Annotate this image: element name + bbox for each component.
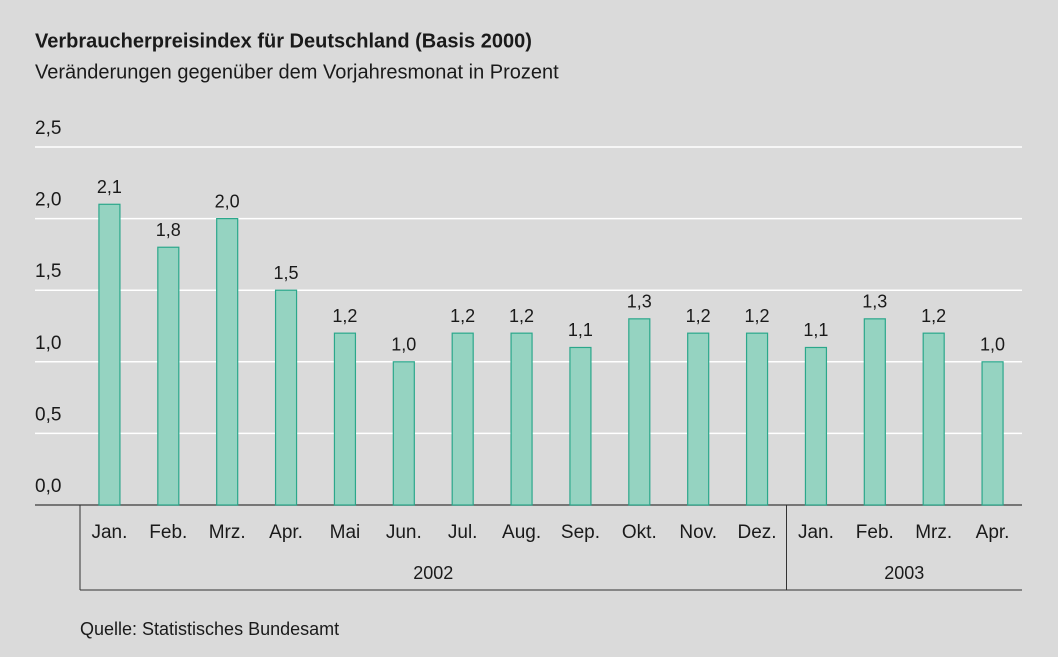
x-tick-label: Okt.: [622, 522, 657, 543]
x-tick-label: Aug.: [502, 522, 541, 543]
bar: [157, 246, 180, 506]
x-tick-label: Mai: [330, 522, 361, 543]
bar: [392, 361, 415, 506]
x-tick-label: Feb.: [149, 522, 187, 543]
bar: [274, 289, 298, 506]
bar: [333, 332, 357, 506]
data-label: 1,2: [921, 306, 946, 326]
bar: [628, 318, 651, 506]
x-tick-label: Jun.: [386, 522, 422, 543]
data-label: 1,0: [980, 335, 1005, 355]
data-label: 1,2: [686, 306, 711, 326]
bar: [451, 332, 474, 506]
data-label: 1,3: [627, 292, 652, 312]
data-label: 1,8: [156, 220, 181, 240]
y-tick-label: 0,0: [35, 476, 61, 497]
y-tick-label: 1,0: [35, 333, 61, 354]
data-label: 1,0: [391, 335, 416, 355]
x-tick-label: Nov.: [679, 522, 717, 543]
chart-title: Verbraucherpreisindex für Deutschland (B…: [35, 30, 532, 52]
data-label: 2,1: [97, 177, 122, 197]
bar: [804, 346, 828, 506]
x-tick-label: Jul.: [448, 522, 478, 543]
x-tick-label: Dez.: [738, 522, 777, 543]
y-tick-label: 2,0: [35, 190, 61, 211]
x-tick-label: Mrz.: [915, 522, 952, 543]
bar: [687, 332, 710, 506]
bar: [98, 203, 121, 506]
data-label: 1,2: [332, 306, 357, 326]
bar: [745, 332, 769, 506]
bar: [216, 218, 239, 506]
x-tick-label: Mrz.: [209, 522, 246, 543]
bar: [863, 318, 886, 506]
group-label: 2003: [884, 563, 924, 583]
data-label: 1,5: [274, 263, 299, 283]
bar: [569, 346, 592, 506]
chart-subtitle: Veränderungen gegenüber dem Vorjahresmon…: [35, 61, 559, 83]
x-tick-label: Apr.: [976, 522, 1010, 543]
y-tick-label: 0,5: [35, 404, 61, 425]
data-label: 1,2: [745, 306, 770, 326]
data-label: 1,1: [803, 320, 828, 340]
bar: [510, 332, 533, 506]
data-label: 1,1: [568, 320, 593, 340]
x-tick-label: Apr.: [269, 522, 303, 543]
x-tick-label: Jan.: [798, 522, 834, 543]
data-label: 1,2: [450, 306, 475, 326]
data-label: 1,2: [509, 306, 534, 326]
bar: [981, 361, 1004, 506]
source: Quelle: Statistisches Bundesamt: [80, 619, 339, 639]
y-tick-label: 1,5: [35, 261, 61, 282]
data-label: 1,3: [862, 292, 887, 312]
x-tick-label: Sep.: [561, 522, 600, 543]
y-tick-label: 2,5: [35, 118, 61, 139]
x-tick-label: Feb.: [856, 522, 894, 543]
data-label: 2,0: [215, 191, 240, 211]
group-label: 2002: [413, 563, 453, 583]
x-tick-label: Jan.: [91, 522, 127, 543]
bar: [922, 332, 945, 506]
